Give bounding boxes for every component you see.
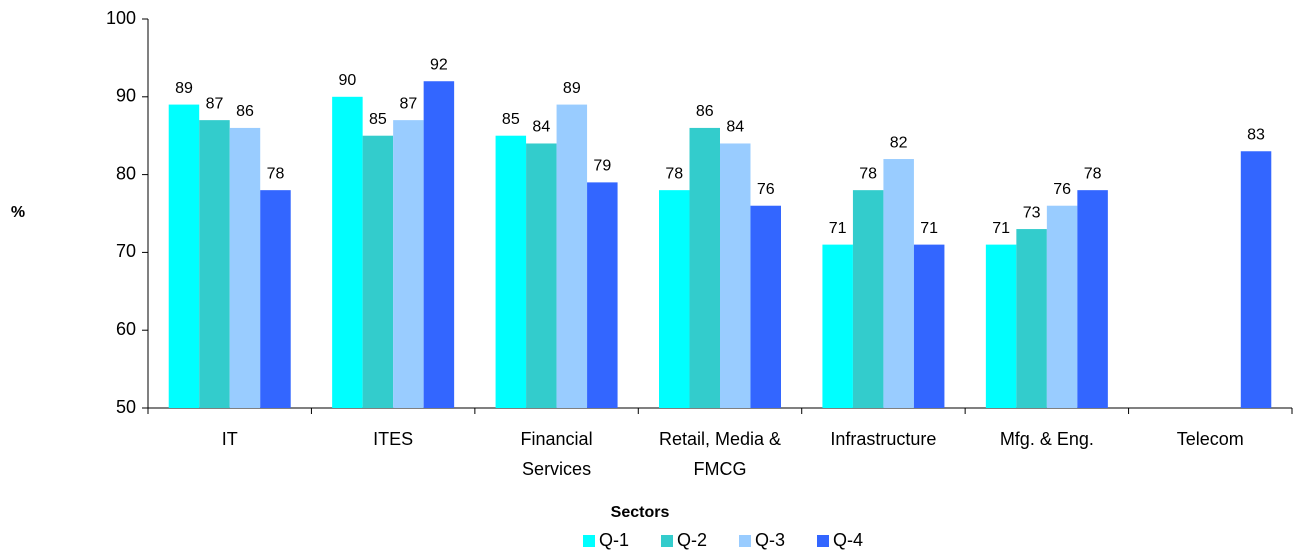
- data-label: 84: [726, 119, 744, 136]
- bar: [1077, 190, 1108, 408]
- bar: [659, 190, 690, 408]
- bar: [852, 190, 884, 408]
- data-label: 76: [1053, 181, 1071, 198]
- data-label: 76: [757, 181, 775, 198]
- bar: [750, 205, 781, 408]
- data-label: 86: [236, 103, 254, 120]
- bar: [495, 135, 527, 408]
- bar: [332, 96, 363, 409]
- bar: [168, 104, 200, 408]
- x-tick-label: Telecom: [1176, 429, 1244, 449]
- data-label: 89: [563, 80, 581, 97]
- bar: [985, 244, 1017, 408]
- bar: [587, 182, 618, 408]
- legend-label: Q-4: [833, 530, 863, 550]
- bar: [822, 244, 853, 408]
- data-label: 78: [665, 165, 683, 182]
- bar: [423, 81, 455, 409]
- data-label: 71: [829, 220, 847, 237]
- data-label: 78: [859, 165, 877, 182]
- y-tick-label: 80: [116, 163, 136, 183]
- x-tick-label: Infrastructure: [830, 429, 937, 449]
- x-tick-label: Mfg. & Eng.: [999, 429, 1094, 449]
- bar: [199, 120, 230, 408]
- data-label: 84: [532, 119, 550, 136]
- bar: [362, 135, 394, 408]
- data-label: 90: [338, 72, 356, 89]
- bar: [556, 104, 588, 408]
- bar: [1240, 151, 1272, 408]
- data-label: 87: [399, 95, 417, 112]
- x-tick-label: ITES: [373, 429, 414, 449]
- y-tick-label: 50: [116, 397, 136, 417]
- data-label: 78: [267, 165, 285, 182]
- legend-swatch: [583, 535, 595, 547]
- bar: [260, 190, 291, 408]
- bar: [913, 244, 945, 408]
- bar: [1016, 229, 1047, 408]
- bar: [1046, 205, 1078, 408]
- y-tick-label: 60: [116, 319, 136, 339]
- x-tick-label: Retail, Media & FMCG: [658, 429, 782, 479]
- bar: [229, 127, 261, 409]
- bar: [526, 143, 557, 409]
- data-label: 87: [206, 95, 224, 112]
- data-label: 86: [696, 103, 714, 120]
- bar: [689, 127, 720, 409]
- x-tick-label: IT: [221, 429, 238, 449]
- legend-label: Q-1: [599, 530, 629, 550]
- bar: [883, 159, 914, 408]
- data-label: 85: [502, 111, 520, 128]
- x-axis-label: Sectors: [611, 504, 670, 521]
- legend-swatch: [739, 535, 751, 547]
- data-label: 73: [1023, 204, 1041, 221]
- legend-swatch: [817, 535, 829, 547]
- data-label: 71: [992, 220, 1010, 237]
- y-tick-label: 70: [116, 241, 136, 261]
- x-tick-label: Financial Services: [520, 429, 593, 479]
- legend-label: Q-2: [677, 530, 707, 550]
- y-axis-label: %: [11, 204, 25, 221]
- legend-label: Q-3: [755, 530, 785, 550]
- y-tick-label: 90: [116, 86, 136, 106]
- data-label: 71: [920, 220, 938, 237]
- data-label: 89: [175, 80, 193, 97]
- data-label: 78: [1084, 165, 1102, 182]
- y-tick-label: 100: [106, 8, 136, 28]
- bar: [720, 143, 751, 409]
- data-label: 85: [369, 111, 387, 128]
- data-label: 83: [1247, 126, 1265, 143]
- data-label: 79: [593, 158, 611, 175]
- data-label: 82: [890, 134, 908, 151]
- bar: [393, 120, 424, 408]
- data-label: 92: [430, 56, 448, 73]
- legend-swatch: [661, 535, 673, 547]
